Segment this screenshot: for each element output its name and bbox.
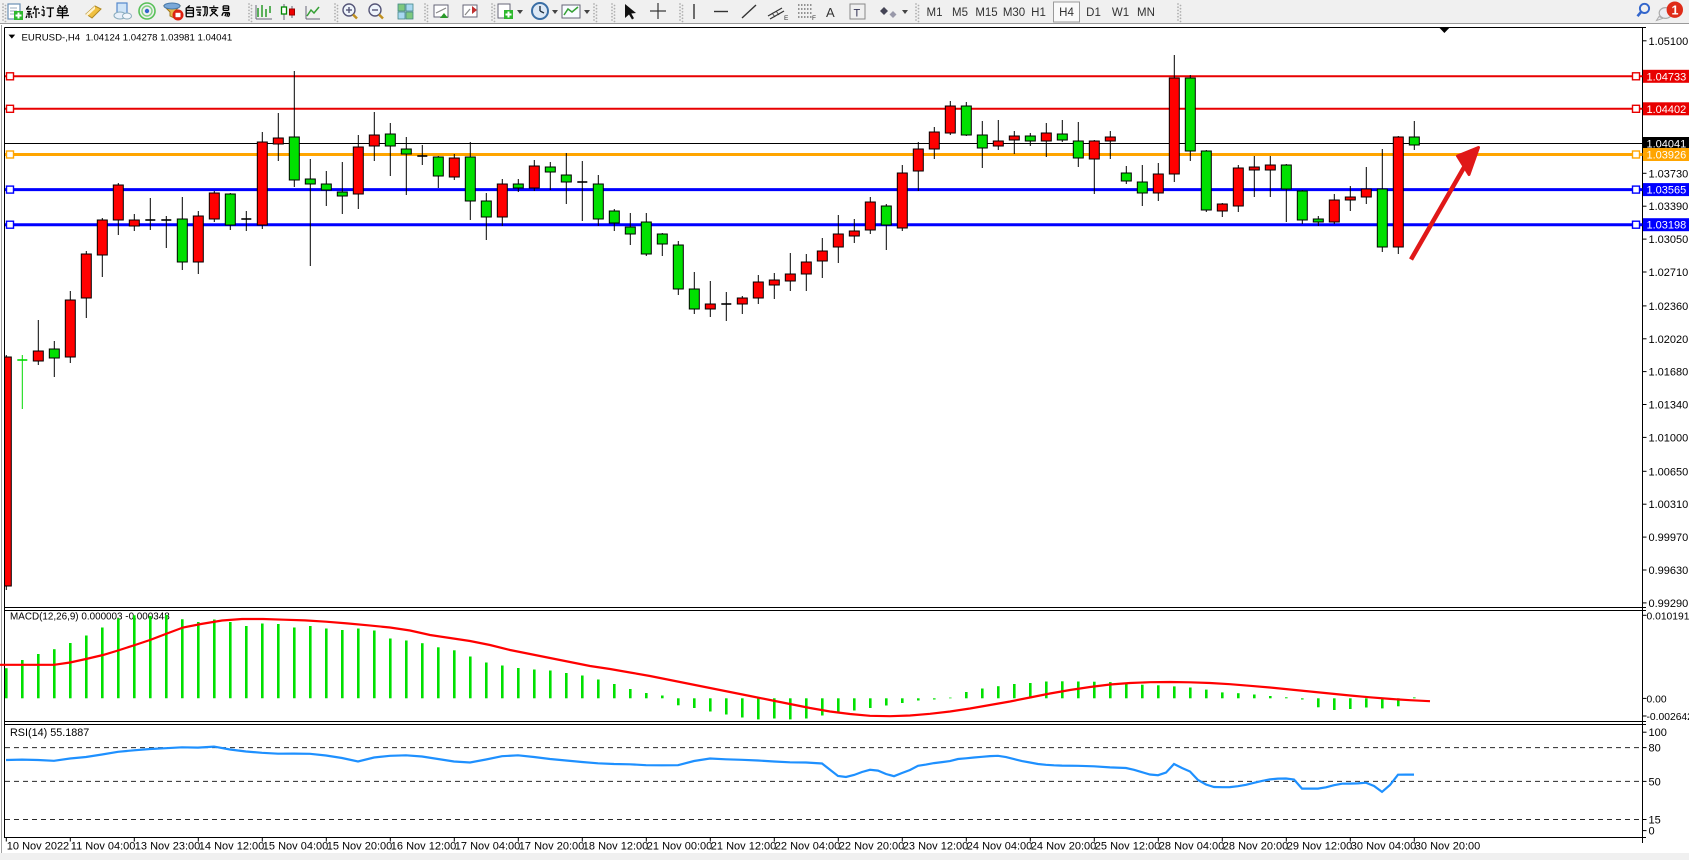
svg-text:MACD(12,26,9) 0.000003 -0.0003: MACD(12,26,9) 0.000003 -0.000348 xyxy=(10,612,170,623)
svg-text:22 Nov 04:00: 22 Nov 04:00 xyxy=(775,841,840,853)
svg-text:23 Nov 12:00: 23 Nov 12:00 xyxy=(903,841,968,853)
svg-text:17 Nov 04:00: 17 Nov 04:00 xyxy=(455,841,520,853)
svg-text:30 Nov 20:00: 30 Nov 20:00 xyxy=(1415,841,1480,853)
svg-text:1.03198: 1.03198 xyxy=(1647,220,1687,232)
svg-text:50: 50 xyxy=(1649,776,1661,788)
svg-text:0: 0 xyxy=(1649,826,1655,838)
svg-text:17 Nov 20:00: 17 Nov 20:00 xyxy=(519,841,584,853)
svg-text:0.99290: 0.99290 xyxy=(1649,598,1689,610)
svg-text:0.00: 0.00 xyxy=(1647,694,1667,705)
svg-text:15: 15 xyxy=(1649,815,1661,827)
svg-text:A: A xyxy=(826,5,835,20)
svg-text:15 Nov 20:00: 15 Nov 20:00 xyxy=(327,841,392,853)
svg-text:1.01680: 1.01680 xyxy=(1649,367,1689,379)
svg-text:1.03050: 1.03050 xyxy=(1649,234,1689,246)
svg-text:1.03565: 1.03565 xyxy=(1647,185,1687,197)
svg-text:24 Nov 04:00: 24 Nov 04:00 xyxy=(967,841,1032,853)
svg-text:10 Nov 2022: 10 Nov 2022 xyxy=(7,841,69,853)
svg-text:0.99630: 0.99630 xyxy=(1649,565,1689,577)
svg-text:H1: H1 xyxy=(1031,7,1046,19)
svg-text:D1: D1 xyxy=(1086,7,1101,19)
svg-text:RSI(14) 55.1887: RSI(14) 55.1887 xyxy=(10,727,89,739)
svg-text:1.00650: 1.00650 xyxy=(1649,466,1689,478)
svg-text:13 Nov 23:00: 13 Nov 23:00 xyxy=(135,841,200,853)
svg-text:1.01000: 1.01000 xyxy=(1649,432,1689,444)
svg-text:1.02360: 1.02360 xyxy=(1649,301,1689,313)
svg-text:11 Nov 04:00: 11 Nov 04:00 xyxy=(71,841,136,853)
svg-text:T: T xyxy=(854,8,861,20)
svg-text:M30: M30 xyxy=(1003,7,1025,19)
svg-text:1.02710: 1.02710 xyxy=(1649,267,1689,279)
svg-text:1.03390: 1.03390 xyxy=(1649,201,1689,213)
svg-text:1.04041: 1.04041 xyxy=(1647,139,1687,151)
svg-text:21 Nov 00:00: 21 Nov 00:00 xyxy=(647,841,712,853)
svg-text:F: F xyxy=(812,15,816,22)
svg-text:80: 80 xyxy=(1649,743,1661,755)
svg-text:W1: W1 xyxy=(1112,7,1129,19)
svg-text:28 Nov 20:00: 28 Nov 20:00 xyxy=(1223,841,1288,853)
svg-text:100: 100 xyxy=(1649,727,1667,739)
svg-text:30 Nov 04:00: 30 Nov 04:00 xyxy=(1351,841,1416,853)
svg-text:-0.002642: -0.002642 xyxy=(1647,712,1689,723)
svg-text:16 Nov 12:00: 16 Nov 12:00 xyxy=(391,841,456,853)
svg-text:1.05100: 1.05100 xyxy=(1649,36,1689,48)
svg-text:22 Nov 20:00: 22 Nov 20:00 xyxy=(839,841,904,853)
svg-text:24 Nov 20:00: 24 Nov 20:00 xyxy=(1031,841,1096,853)
svg-text:28 Nov 04:00: 28 Nov 04:00 xyxy=(1159,841,1224,853)
svg-text:18 Nov 12:00: 18 Nov 12:00 xyxy=(583,841,648,853)
svg-text:MN: MN xyxy=(1137,7,1155,19)
svg-text:E: E xyxy=(784,15,789,22)
svg-text:1.04402: 1.04402 xyxy=(1647,104,1687,116)
svg-text:1.04733: 1.04733 xyxy=(1647,71,1687,83)
svg-text:25 Nov 12:00: 25 Nov 12:00 xyxy=(1095,841,1160,853)
svg-text:0.010191: 0.010191 xyxy=(1647,611,1689,622)
svg-text:21 Nov 12:00: 21 Nov 12:00 xyxy=(711,841,776,853)
svg-text:M15: M15 xyxy=(975,7,997,19)
svg-text:1.00310: 1.00310 xyxy=(1649,499,1689,511)
svg-text:15 Nov 04:00: 15 Nov 04:00 xyxy=(263,841,328,853)
svg-text:29 Nov 12:00: 29 Nov 12:00 xyxy=(1287,841,1352,853)
svg-text:M1: M1 xyxy=(927,7,943,19)
svg-text:1: 1 xyxy=(1672,3,1679,17)
svg-text:H4: H4 xyxy=(1059,7,1074,19)
svg-text:1.03730: 1.03730 xyxy=(1649,168,1689,180)
svg-text:EURUSD-,H4 1.04124 1.04278 1.: EURUSD-,H4 1.04124 1.04278 1.03981 1.040… xyxy=(22,32,233,43)
svg-text:1.02020: 1.02020 xyxy=(1649,334,1689,346)
svg-text:1.01340: 1.01340 xyxy=(1649,400,1689,412)
svg-text:M5: M5 xyxy=(952,7,968,19)
svg-text:14 Nov 12:00: 14 Nov 12:00 xyxy=(199,841,264,853)
svg-text:1.03926: 1.03926 xyxy=(1647,150,1687,162)
svg-text:0.99970: 0.99970 xyxy=(1649,532,1689,544)
